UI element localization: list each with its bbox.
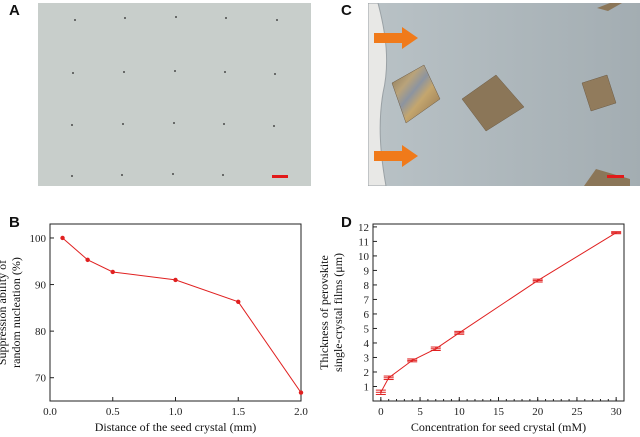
y-axis-label: Suppression ability ofrandom nucleation … (0, 257, 23, 368)
y-tick-label: 12 (358, 222, 369, 234)
y-tick-label: 5 (364, 323, 370, 335)
y-tick-label: 10 (358, 251, 370, 263)
y-tick-label: 11 (358, 236, 369, 248)
x-tick-label: 1.5 (231, 406, 245, 418)
y-axis-label-line: Thickness of perovskite (320, 255, 331, 370)
chart-d-thickness: 0 5 10 15 20 25 30123456789101112Concentration… (320, 222, 625, 434)
data-point (298, 390, 304, 395)
data-point (236, 299, 241, 304)
panel-label-d: D (341, 214, 352, 231)
x-tick-label: 0.5 (106, 406, 120, 418)
plot-frame (49, 223, 302, 402)
photo-crystal-films (368, 3, 640, 186)
x-tick-label: 1.0 (169, 406, 183, 418)
crystal-film (461, 74, 525, 132)
y-axis-label-line: single-crystal films (μm) (331, 253, 345, 372)
data-point (60, 235, 65, 241)
data-point (85, 257, 90, 263)
x-tick-label: 30 (611, 406, 623, 418)
y-tick-label: 8 (364, 280, 370, 292)
y-axis-label: Thickness of perovskitesingle-crystal fi… (320, 253, 345, 372)
y-tick-label: 70 (35, 373, 47, 385)
x-tick-label: 15 (493, 406, 505, 418)
data-point (173, 277, 178, 283)
x-tick-label: 10 (454, 406, 466, 418)
panel-label-c: C (341, 2, 352, 19)
x-axis-label: Distance of the seed crystal (mm) (95, 420, 257, 434)
x-tick-label: 0 (378, 406, 384, 418)
x-axis-label: Concentration for seed crystal (mM) (411, 420, 586, 434)
crystal-film (581, 74, 617, 112)
series-line (380, 232, 617, 393)
y-tick-label: 7 (364, 294, 370, 306)
panel-label-a: A (9, 2, 20, 19)
arrow-icon (374, 145, 418, 167)
y-tick-label: 6 (364, 309, 370, 321)
x-tick-label: 0.0 (43, 406, 57, 418)
crystal-film (597, 3, 622, 11)
y-tick-label: 9 (364, 265, 370, 277)
x-tick-label: 25 (571, 406, 583, 418)
x-tick-label: 20 (532, 406, 544, 418)
y-axis-label-line: Suppression ability of (0, 260, 9, 365)
substrate-edge (368, 3, 388, 186)
x-tick-label: 5 (417, 406, 423, 418)
y-tick-label: 3 (364, 352, 370, 364)
y-tick-label: 2 (364, 367, 370, 379)
scale-bar (272, 175, 288, 178)
arrow-icon (374, 27, 418, 49)
seed-dot-grid (71, 16, 288, 178)
y-axis-label-line: random nucleation (%) (9, 257, 23, 368)
x-tick-label: 2.0 (294, 406, 308, 418)
series-line (62, 237, 302, 393)
panel-label-b: B (9, 214, 20, 231)
crystal-film-iridescent (391, 64, 441, 124)
y-tick-label: 100 (30, 233, 47, 245)
y-tick-label: 1 (364, 381, 370, 393)
scale-bar (607, 175, 624, 178)
y-tick-label: 90 (35, 280, 47, 292)
y-tick-label: 4 (364, 338, 370, 350)
y-tick-label: 80 (35, 326, 47, 338)
chart-b-suppression: 0.0 0.5 1.0 1.5 2.0 70 80 90 100 Distance of the … (0, 223, 308, 434)
photo-seed-array (38, 3, 311, 186)
data-point (110, 269, 115, 275)
